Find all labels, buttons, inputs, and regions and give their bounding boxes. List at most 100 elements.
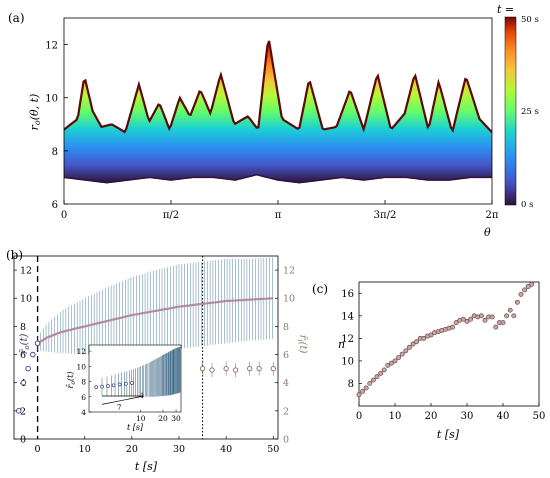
panel-b-xtick-label: 30 — [173, 444, 185, 455]
panel-a-xtick-label: π/2 — [163, 210, 179, 221]
panel-c-xtick-label: 20 — [425, 411, 438, 422]
panel-b-ytick-label-left: 6 — [20, 350, 26, 361]
n-point — [489, 314, 495, 320]
inset-point — [130, 381, 134, 385]
outer-mean-point — [20, 379, 27, 386]
inset-point — [111, 383, 116, 388]
panel-c-xtick-label: 0 — [356, 411, 362, 422]
panel-a-xlabel: θ — [484, 226, 491, 239]
panel-b-inset: 4 6 8 10 12 10 20 30 r̄o(t) t [s] 1 7 — [66, 344, 182, 432]
panel-c-ytick-label: 16 — [341, 289, 354, 300]
panel-b-xlabel: t [s] — [135, 460, 158, 473]
n-point — [504, 313, 510, 319]
panel-c-xtick-label: 10 — [389, 411, 402, 422]
panel-b-ytick-label-right: 8 — [283, 322, 289, 333]
inner-mean-point — [199, 365, 206, 372]
n-point — [478, 313, 484, 319]
panel-c-xtick-label: 40 — [497, 411, 510, 422]
panel-b-ytick-label-right: 0 — [283, 435, 289, 446]
inset-slope-triangle — [101, 395, 144, 405]
panel-b-ytick-label-right: 6 — [283, 350, 289, 361]
inset-xtick-label: 10 — [136, 414, 146, 423]
panel-a-ticks: 6 8 10 12 0 π/2 π 3π/2 2π — [45, 41, 499, 221]
n-point — [367, 381, 373, 386]
panel-b-xtick-label: 50 — [267, 444, 279, 455]
panel-a-ytick-label: 10 — [45, 94, 58, 105]
n-point — [493, 324, 499, 330]
n-point — [381, 367, 387, 373]
inset-point — [117, 382, 122, 387]
panel-c-frame — [358, 281, 540, 407]
panel-c-xtick-label: 50 — [533, 411, 546, 422]
n-point — [378, 370, 384, 376]
outer-mean-line — [37, 297, 274, 345]
outer-mean-point — [15, 408, 22, 414]
panel-b-ytick-label-left: 12 — [20, 266, 32, 277]
panel-a-ytick-label: 6 — [52, 200, 58, 211]
n-point — [500, 320, 506, 326]
inset-point — [106, 384, 110, 388]
n-point — [406, 344, 412, 350]
panel-a-plot-area — [64, 40, 492, 184]
panel-c-ytick-label: 12 — [341, 334, 354, 345]
n-point — [514, 299, 520, 305]
n-point — [410, 341, 416, 347]
panel-b-ytick-label-left: 10 — [20, 294, 32, 305]
inset-ytick-label: 10 — [76, 362, 86, 371]
panel-c-xlabel: t [s] — [437, 428, 460, 441]
panel-b-ytick-label-left: 2 — [20, 406, 26, 417]
panel-b-label: (b) — [6, 248, 23, 262]
inset-ytick-label: 6 — [81, 393, 86, 402]
panel-b-ytick-label-right: 4 — [283, 378, 289, 389]
inner-mean-point — [256, 365, 262, 372]
panel-b-plot-area: 00224466881010121201020304050 — [14, 256, 295, 455]
panel-a-xtick-label: 2π — [486, 210, 499, 221]
panel-a-label: (a) — [8, 11, 25, 25]
n-point — [356, 392, 362, 398]
inset-plot-area: 4 6 8 10 12 10 20 30 — [76, 346, 181, 423]
inset-point — [124, 381, 128, 386]
inset-frame — [88, 344, 182, 413]
panel-c-plot-area: 8 10 12 14 16 0 10 20 30 40 50 — [341, 281, 546, 422]
panel-b: (b) 00224466881010121201020304050 r̄o(t)… — [6, 248, 308, 473]
inset-slope-label-7: 7 — [117, 404, 121, 412]
panel-b-ytick-label-right: 10 — [283, 294, 295, 305]
n-point — [396, 355, 402, 360]
panel-b-ytick-label-right: 2 — [283, 406, 289, 417]
panel-b-ytick-label-right: 12 — [283, 266, 295, 277]
n-point — [414, 339, 420, 345]
panel-a-xtick-label: 3π/2 — [374, 210, 397, 221]
inset-point — [94, 385, 99, 389]
n-point — [468, 316, 474, 322]
inset-ytick-label: 12 — [76, 347, 86, 356]
inner-mean-point — [247, 365, 253, 372]
radius-curve-50s — [64, 40, 492, 134]
n-point — [403, 348, 409, 354]
panel-b-ylabel-right: r̄i(t) — [296, 335, 308, 354]
inset-ytick-label: 8 — [81, 378, 86, 387]
panel-b-frame — [13, 255, 279, 440]
n-point — [507, 307, 513, 313]
n-point — [460, 316, 466, 322]
n-point — [399, 351, 405, 357]
panel-a-ytick-label: 8 — [52, 147, 58, 158]
colorbar-tick-bottom: 0 s — [521, 200, 533, 210]
inner-mean-point — [209, 367, 215, 373]
panel-c: (c) 8 10 12 14 16 0 10 20 30 40 50 n t [s] — [312, 281, 546, 441]
panel-a-xtick-label: 0 — [61, 210, 67, 221]
inner-mean-point — [270, 365, 276, 372]
inset-xtick-label: 20 — [158, 414, 168, 423]
panel-c-ytick-label: 14 — [341, 311, 354, 322]
n-point — [529, 281, 535, 287]
n-point — [370, 377, 376, 383]
n-point — [360, 388, 366, 394]
outer-mean-point — [25, 365, 31, 372]
colorbar-title: t = — [497, 3, 514, 16]
n-point — [392, 358, 398, 364]
panel-b-xtick-label: 40 — [220, 444, 232, 455]
panel-a-ytick-label: 12 — [45, 41, 58, 52]
inset-ylabel: r̄o(t) — [66, 372, 77, 389]
panel-c-ytick-label: 10 — [341, 356, 354, 367]
n-point — [374, 374, 380, 380]
n-point — [421, 335, 427, 341]
